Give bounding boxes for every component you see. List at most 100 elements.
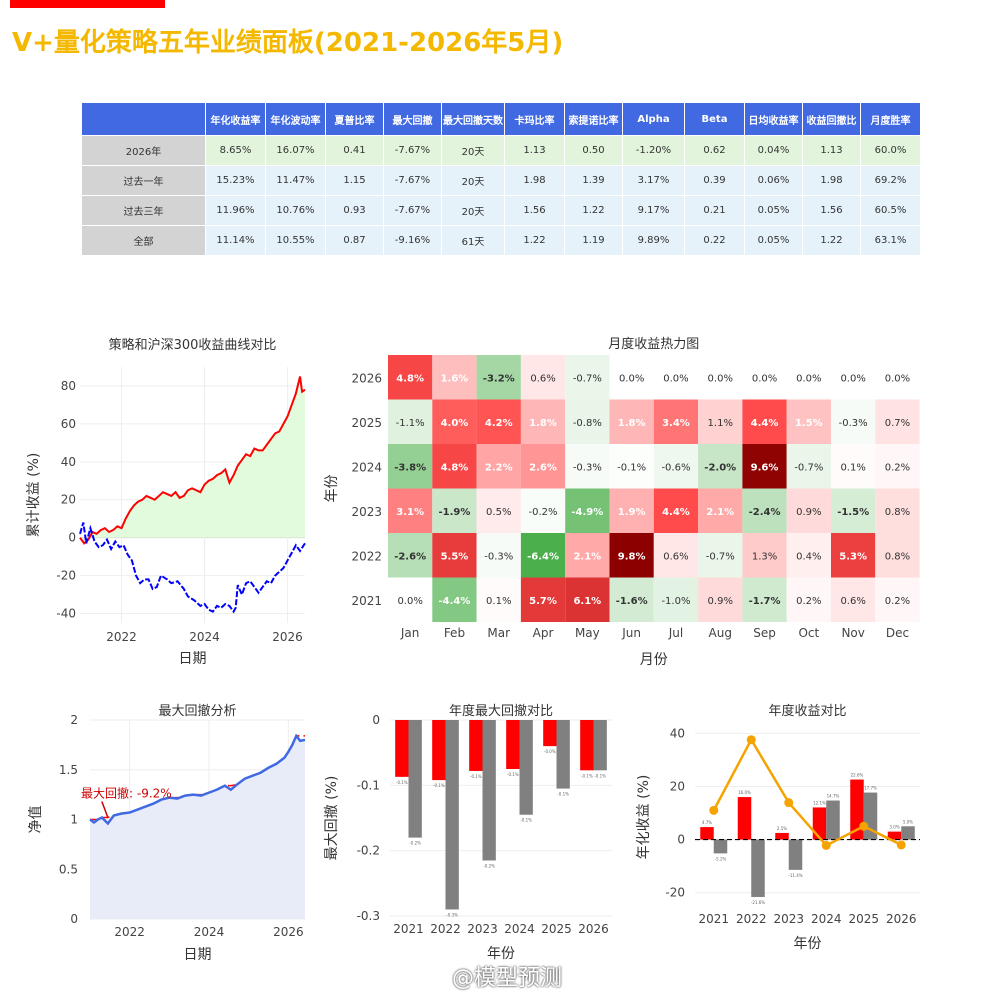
heatmap-cell [786, 577, 831, 622]
heatmap-cell-label: 1.1% [708, 418, 733, 429]
heatmap-cell-label: -6.4% [527, 551, 559, 562]
heatmap-cell-label: 0.2% [796, 596, 821, 607]
heatmap-cell [388, 533, 433, 578]
y-tick-label: 1.5 [59, 763, 78, 777]
heatmap-cell [476, 355, 521, 400]
heatmap-cell [388, 577, 433, 622]
heatmap-cell-label: 0.6% [663, 551, 688, 562]
top-accent-bar [10, 0, 165, 8]
strategy-area-fill [80, 376, 305, 544]
heatmap-cell-label: 0.7% [885, 418, 910, 429]
x-tick-label: Jun [621, 626, 641, 640]
bar-value-label: -0.1% [507, 772, 519, 777]
metrics-header-cell: 索提诺比率 [564, 102, 623, 136]
heatmap-cell-label: 5.3% [839, 551, 867, 562]
metrics-header-cell: 卡玛比率 [504, 102, 565, 136]
metrics-cell: 20天 [441, 165, 505, 196]
heatmap-cell [609, 399, 654, 444]
heatmap-cell-label: -4.4% [439, 596, 471, 607]
benchmark-bar [445, 720, 459, 910]
x-tick-label: 2023 [773, 912, 804, 926]
metrics-cell: 10.55% [265, 225, 326, 256]
metrics-cell: 0.22 [684, 225, 745, 256]
bar-value-label: 5.0% [903, 819, 913, 824]
bar-value-label: -0.2% [409, 841, 421, 846]
x-tick-label: 2022 [106, 630, 137, 644]
metrics-cell: 60.5% [860, 195, 921, 226]
y-axis-label: 年份 [324, 475, 340, 503]
excess-return-point [821, 840, 831, 850]
metrics-row-label: 全部 [81, 225, 206, 256]
x-tick-label: 2025 [541, 922, 572, 936]
strategy-bar [469, 720, 483, 771]
heatmap-cell [565, 355, 610, 400]
heatmap-cell-label: -2.4% [749, 507, 781, 518]
y-tick-label: 0 [677, 833, 685, 847]
strategy-bar [737, 797, 752, 840]
bar-value-label: -21.6% [751, 900, 765, 905]
metrics-header-cell: Alpha [622, 102, 685, 136]
benchmark-bar [901, 826, 915, 840]
heatmap-cell-label: 0.4% [796, 551, 821, 562]
heatmap-cell [653, 488, 699, 533]
metrics-cell: 11.96% [205, 195, 266, 226]
bar-value-label: 2.5% [777, 826, 787, 831]
excess-return-point [896, 840, 906, 850]
bar-value-label: 17.7% [864, 786, 877, 791]
x-tick-label: 2026 [272, 630, 303, 644]
metrics-header-cell: 月度胜率 [860, 102, 921, 136]
chart-title: 年度最大回撤对比 [449, 703, 553, 719]
heatmap-cell [698, 577, 743, 622]
x-tick-label: May [575, 626, 600, 640]
heatmap-cell-label: -4.9% [571, 507, 603, 518]
bar-value-label: -5.2% [715, 856, 727, 861]
heatmap-cell-label: 9.8% [618, 551, 646, 562]
y-tick-label: 0 [70, 912, 78, 926]
heatmap-cell [831, 355, 876, 400]
y-tick-label: 1 [70, 813, 78, 827]
chart-title: 最大回撤分析 [158, 703, 236, 719]
heatmap-cell [653, 533, 699, 578]
chart-title: 年度收益对比 [768, 703, 846, 719]
y-tick-label: 40 [670, 726, 685, 740]
heatmap-cell-label: 0.0% [708, 373, 733, 384]
heatmap-cell [520, 488, 566, 533]
metrics-cell: 15.23% [205, 165, 266, 196]
heatmap-cell [388, 399, 433, 444]
x-tick-label: Nov [841, 626, 864, 640]
metrics-row: 全部 11.14% 10.55% 0.87 -9.16% 61天 1.22 1.19 9.89%… [81, 225, 921, 256]
excess-return-point [784, 798, 794, 808]
heatmap-cell [698, 399, 743, 444]
heatmap-cell-label: 0.0% [752, 373, 777, 384]
metrics-cell: 11.47% [265, 165, 326, 196]
heatmap-cell-label: -1.1% [396, 418, 425, 429]
heatmap-cell-label: -0.6% [661, 462, 690, 473]
x-tick-label: Apr [533, 626, 554, 640]
metrics-cell: 61天 [441, 225, 505, 256]
x-tick-label: 2022 [736, 912, 767, 926]
x-tick-label: 2026 [886, 912, 917, 926]
heatmap-cell [742, 577, 787, 622]
heatmap-cell-label: -0.3% [839, 418, 868, 429]
heatmap-cell [432, 355, 477, 400]
metrics-cell: 0.41 [325, 135, 384, 166]
heatmap-cell-label: 4.8% [396, 373, 424, 384]
y-tick-label: -40 [56, 607, 76, 621]
heatmap-cell-label: 0.2% [885, 596, 910, 607]
metrics-cell: 1.13 [504, 135, 565, 166]
heatmap-cell [432, 488, 477, 533]
heatmap-cell-label: 0.5% [486, 507, 511, 518]
y-tick-label: -0.2 [357, 844, 380, 858]
heatmap-cell [520, 577, 566, 622]
metrics-cell: 9.89% [622, 225, 685, 256]
bar-value-label: -0.1% [433, 783, 445, 788]
heatmap-cell [742, 488, 787, 533]
x-tick-label: Mar [487, 626, 510, 640]
benchmark-bar [519, 720, 533, 815]
x-tick-label: Dec [886, 626, 909, 640]
benchmark-bar [751, 839, 765, 897]
metrics-cell: 0.04% [744, 135, 803, 166]
heatmap-cell [653, 444, 699, 489]
metrics-cell: -1.20% [622, 135, 685, 166]
drawdown-analysis-chart: 最大回撤分析 0 0.5 1 1.5 2 2022 2024 2026 最大回撤: -9.2% 日期… [28, 703, 306, 963]
